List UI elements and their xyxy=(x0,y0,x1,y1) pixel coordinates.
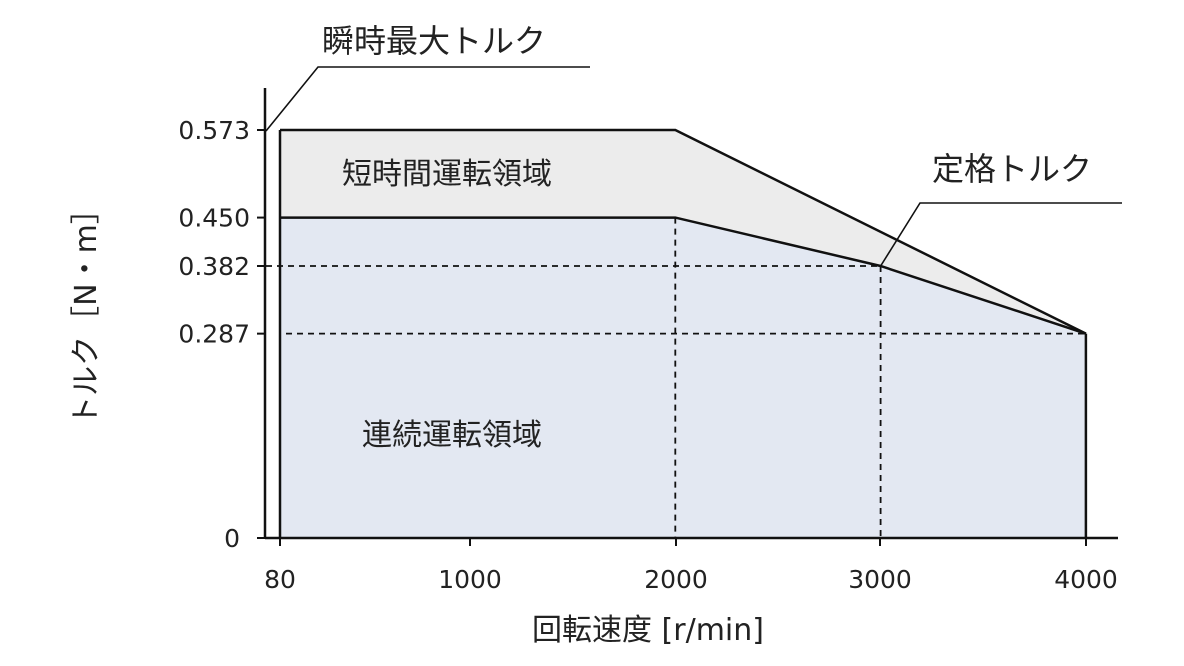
y-tick-label: 0.382 xyxy=(178,252,250,281)
rated-torque-line xyxy=(280,216,1087,335)
continuous-region-label: 連続運転領域 xyxy=(362,418,542,453)
y-tick-label: 0.450 xyxy=(178,204,250,233)
rated-callout-label: 定格トルク xyxy=(932,150,1092,188)
continuous-region-area xyxy=(280,217,1086,538)
y-axis-title: トルク［N・m］ xyxy=(69,194,104,426)
instant-max-callout-label: 瞬時最大トルク xyxy=(322,22,546,60)
dashed-guides xyxy=(266,217,1086,538)
x-tick-label: 4000 xyxy=(1054,565,1118,594)
axis-ticks: 80 1000 2000 3000 4000 0 0.287 0.382 0.450 0.573 xyxy=(178,116,1117,594)
short-term-region-label: 短時間運転領域 xyxy=(342,157,552,192)
instant-max-torque-line xyxy=(280,128,1087,335)
rated-callout-leader xyxy=(879,202,1122,268)
x-axis-title: 回転速度 [r/min] xyxy=(532,613,764,648)
x-tick-label: 80 xyxy=(264,565,296,594)
x-tick-label: 1000 xyxy=(438,565,502,594)
y-tick-label: 0.573 xyxy=(178,116,250,145)
y-tick-label: 0.287 xyxy=(178,320,250,349)
instant-max-callout-leader xyxy=(265,66,590,132)
short-term-region-area xyxy=(280,130,1086,334)
x-tick-label: 2000 xyxy=(644,565,708,594)
y-tick-label: 0 xyxy=(224,524,240,553)
x-tick-label: 3000 xyxy=(848,565,912,594)
